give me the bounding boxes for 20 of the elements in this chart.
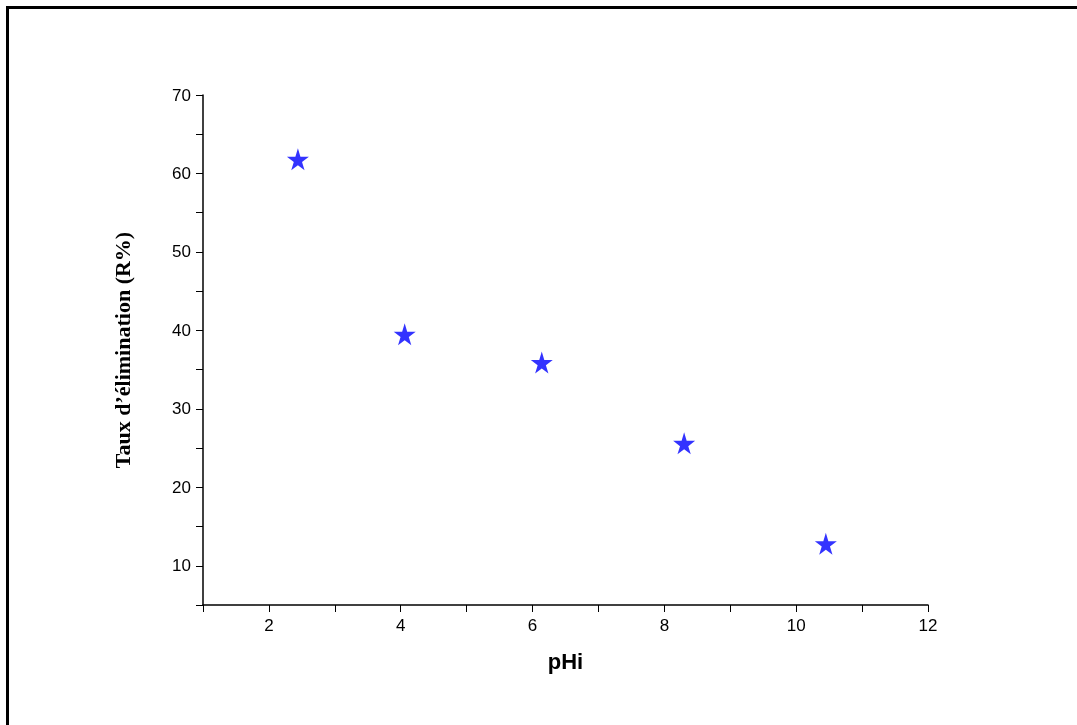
x-tick-label: 4: [395, 616, 406, 635]
x-tick-label: 2: [264, 616, 274, 635]
y-tick-label: 30: [172, 399, 191, 419]
y-tick-label: 70: [172, 85, 191, 105]
y-tick-label: 10: [172, 556, 191, 576]
y-tick-label: 20: [172, 477, 191, 497]
point: [286, 148, 309, 171]
x-axis-title: pHi: [547, 648, 584, 674]
x-tick-label: 8: [659, 616, 670, 635]
point: [814, 532, 837, 555]
y-tick-label: 50: [172, 242, 191, 262]
point: [673, 432, 696, 455]
point: [530, 351, 553, 374]
y-tick-label: 60: [172, 163, 191, 183]
x-tick-label: 10: [786, 616, 806, 635]
point: [393, 323, 416, 346]
y-axis-title: Taux d’élimination (R%): [109, 231, 135, 469]
y-tick-label: 40: [172, 320, 191, 340]
x-tick-label: 6: [527, 616, 538, 635]
x-tick-label: 12: [918, 616, 938, 635]
